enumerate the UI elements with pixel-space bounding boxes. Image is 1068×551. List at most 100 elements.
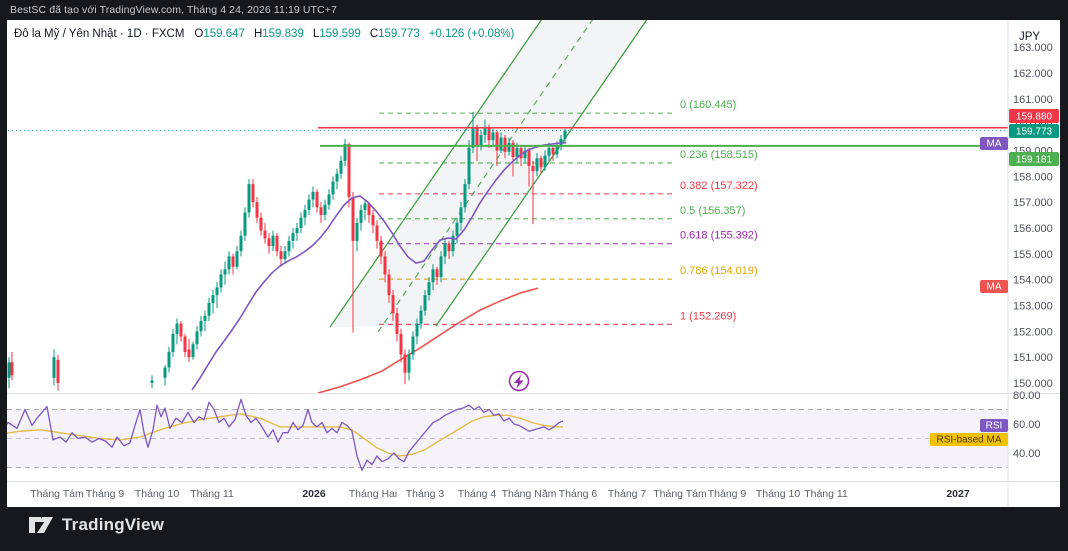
candle-body [515, 147, 519, 157]
candle-body [463, 184, 467, 208]
price-tick-label: 156.000 [1013, 223, 1053, 235]
candle-body [535, 158, 539, 172]
time-axis-label: Tháng Hai [349, 488, 397, 500]
candle-body [319, 207, 323, 216]
lightning-marker[interactable] [508, 370, 530, 392]
candle-body [235, 251, 239, 267]
symbol-legend[interactable]: Đô la Mỹ / Yên Nhật · 1D · FXCM O159.647… [14, 27, 514, 41]
tradingview-brand-label: TradingView [62, 515, 165, 534]
candle-body [247, 184, 251, 213]
tradingview-brand[interactable]: TradingView [28, 512, 164, 538]
candle-body [295, 227, 299, 234]
time-axis-label: Tháng 9 [708, 488, 747, 500]
candle-body [519, 147, 523, 159]
candle-body [423, 295, 427, 311]
candle-body [367, 203, 371, 216]
ma-fast-line [191, 142, 566, 391]
candle-body [375, 225, 379, 241]
candle-body [279, 251, 283, 259]
candle-body [359, 209, 363, 223]
candle-body [167, 351, 171, 368]
price-tick-label: 150.000 [1013, 378, 1053, 390]
left-frame-edge [0, 0, 7, 551]
top-frame-bar [0, 0, 1068, 20]
candle-body [371, 215, 375, 226]
candle-body [335, 173, 339, 182]
price-tag-label: 159.880 [1016, 112, 1053, 123]
candle-body [471, 127, 475, 148]
fib-level-label: 1 (152.269) [680, 310, 736, 322]
candle-body [291, 233, 295, 241]
candle-body [391, 295, 395, 314]
candle-body [539, 158, 543, 168]
price-tag-label: RSI [986, 421, 1003, 432]
candle-body [251, 184, 255, 203]
candle-body [479, 134, 483, 146]
time-axis-label: Tháng 11 [804, 488, 848, 500]
candle-body [179, 323, 183, 337]
candle-body [495, 132, 499, 151]
candle-body [543, 155, 547, 168]
ohlc-pair: H159.839 [253, 28, 304, 40]
candle-body [7, 362, 11, 378]
price-tick-label: 163.000 [1013, 42, 1053, 54]
lightning-circle [508, 370, 530, 392]
trend-channel-drawing[interactable] [329, 17, 649, 333]
fib-level-label: 0.236 (158.515) [680, 149, 758, 161]
channel-right-line [435, 17, 649, 327]
price-axis-tag[interactable]: RSI-based MA [930, 433, 1008, 446]
fib-level-label: 0.786 (154.019) [680, 265, 758, 277]
price-axis-tag[interactable]: MA [980, 137, 1008, 150]
candle-body [455, 222, 459, 236]
channel-median-line [377, 18, 594, 333]
time-axis-label: Tháng 4 [458, 488, 497, 500]
candle-body [199, 320, 203, 332]
candle-body [219, 274, 223, 288]
time-axis[interactable]: Tháng Tám Tháng 9 Tháng 10 Tháng 11 2026 Thán… [30, 488, 970, 500]
time-axis-label: Tháng 9 [86, 488, 125, 500]
price-tag-label: 159.773 [1016, 127, 1053, 138]
right-frame-edge [1060, 0, 1068, 551]
fib-level-label: 0 (160.445) [680, 99, 736, 111]
candle-body [415, 323, 419, 337]
ohlc-values: O159.647 H159.839 L159.599 C159.773 [194, 28, 428, 40]
price-tick-label: 162.000 [1013, 68, 1053, 80]
time-axis-label: Tháng Năm [502, 488, 557, 500]
price-tag-background [980, 280, 1008, 293]
price-axis-tag[interactable]: 159.880 [1009, 109, 1059, 123]
price-axis-tag[interactable]: 159.773 [1009, 124, 1059, 138]
candle-body [351, 196, 355, 241]
time-axis-label: 2027 [946, 488, 970, 500]
price-tick-label: 157.000 [1013, 197, 1053, 209]
candle-body [203, 315, 207, 321]
price-change: +0.126 (+0.08%) [428, 28, 515, 40]
candle-body [487, 127, 491, 141]
rsi-tick-label: 60.00 [1013, 419, 1041, 431]
candle-body [195, 331, 199, 345]
candle-body [443, 243, 447, 257]
lightning-bolt-icon [514, 375, 524, 389]
time-axis-label: Tháng 6 [559, 488, 598, 500]
time-axis-label: Tháng Tám [30, 488, 84, 500]
candle-body [56, 359, 60, 383]
candle-body [175, 323, 179, 334]
price-axis-tag[interactable]: MA [980, 280, 1008, 293]
candle-body [527, 150, 531, 166]
price-tick-label: 161.000 [1013, 94, 1053, 106]
candle-body [399, 333, 403, 355]
candle-body [403, 354, 407, 373]
candle-body [523, 150, 527, 159]
candle-body [223, 269, 227, 275]
candle-body [259, 217, 263, 231]
fib-retracement-drawing[interactable]: 0 (160.445) 0.236 (158.515) 0.382 (157.322… [379, 99, 758, 325]
candle-body [343, 144, 347, 161]
time-axis-label: Tháng Tám [653, 488, 707, 500]
candle-body [275, 235, 279, 252]
price-axis-tag[interactable]: RSI [980, 419, 1008, 432]
candle-body [395, 313, 399, 334]
candle-body [287, 240, 291, 252]
candle-body [327, 194, 331, 205]
candle-body [511, 142, 515, 157]
price-axis-tag[interactable]: 159.181 [1009, 152, 1059, 166]
